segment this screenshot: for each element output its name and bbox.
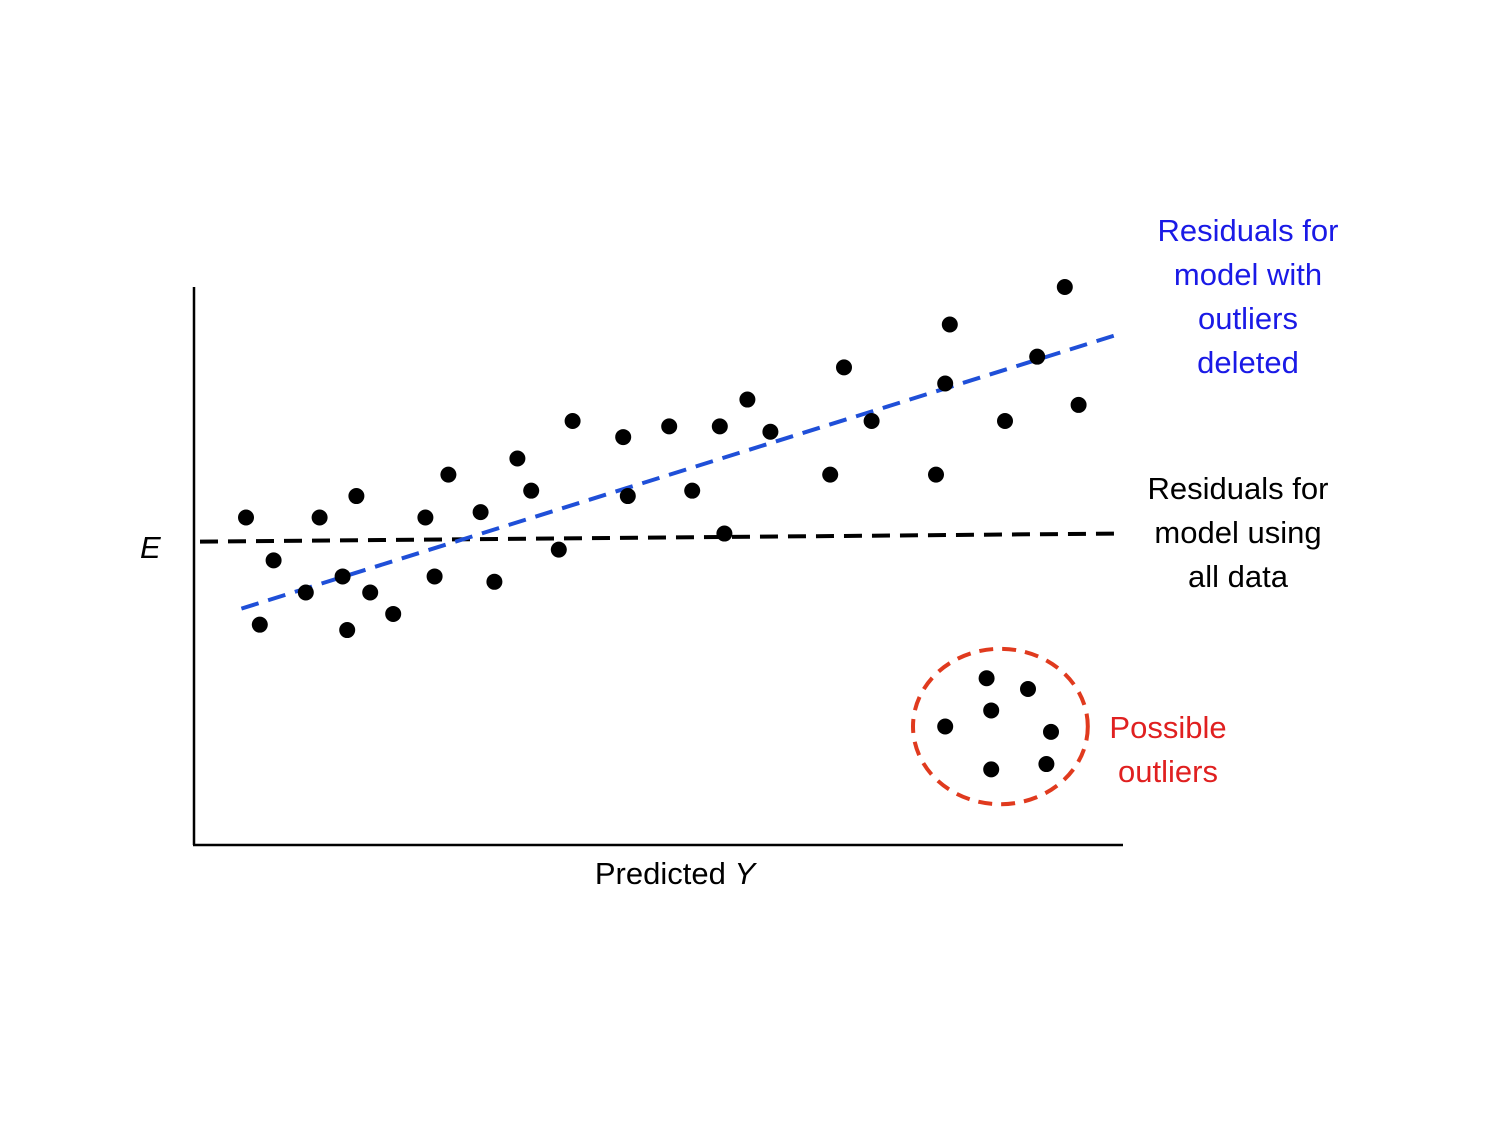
data-point (312, 509, 328, 525)
data-point (836, 359, 852, 375)
data-point (385, 606, 401, 622)
data-point (1057, 279, 1073, 295)
annotation-line: model with (1133, 253, 1363, 297)
outlier-point (1043, 724, 1059, 740)
data-point (942, 317, 958, 333)
data-point (509, 451, 525, 467)
data-point (762, 424, 778, 440)
annotation-line: model using (1118, 511, 1358, 555)
data-point (997, 413, 1013, 429)
annotation-line: Residuals for (1133, 209, 1363, 253)
data-point (339, 622, 355, 638)
y-axis-label: E (140, 530, 180, 566)
data-point (298, 585, 314, 601)
data-point (684, 483, 700, 499)
data-point (712, 418, 728, 434)
annotation-possible-outliers: Possible outliers (1088, 706, 1248, 794)
data-point (565, 413, 581, 429)
annotation-line: Possible (1088, 706, 1248, 750)
outlier-point (983, 702, 999, 718)
outlier-point (937, 719, 953, 735)
data-point (937, 375, 953, 391)
data-point (266, 552, 282, 568)
data-point (1029, 349, 1045, 365)
x-axis-label: Predicted Y (540, 856, 810, 892)
all-data-residual-line (200, 534, 1115, 542)
outlier-point (1020, 681, 1036, 697)
annotation-line: outliers (1133, 297, 1363, 341)
data-point (427, 568, 443, 584)
data-point (362, 585, 378, 601)
data-point (551, 542, 567, 558)
data-point (1071, 397, 1087, 413)
data-point (252, 617, 268, 633)
x-axis-label-text: Predicted (595, 856, 726, 891)
data-point (473, 504, 489, 520)
annotation-line: Residuals for (1118, 467, 1358, 511)
data-point (348, 488, 364, 504)
x-axis-label-variable: Y (734, 856, 755, 891)
annotation-line: all data (1118, 555, 1358, 599)
data-point (523, 483, 539, 499)
annotation-line: deleted (1133, 341, 1363, 385)
annotation-outliers-deleted: Residuals for model with outliers delete… (1133, 209, 1363, 385)
annotation-all-data: Residuals for model using all data (1118, 467, 1358, 599)
data-point (928, 467, 944, 483)
data-point (238, 509, 254, 525)
data-point (864, 413, 880, 429)
data-point (440, 467, 456, 483)
outlier-point (1038, 756, 1054, 772)
annotation-line: outliers (1088, 750, 1248, 794)
outlier-point (983, 761, 999, 777)
outliers-deleted-residual-line (241, 335, 1115, 608)
data-point (716, 526, 732, 542)
data-point (661, 418, 677, 434)
data-point (615, 429, 631, 445)
data-point (335, 568, 351, 584)
outlier-point (979, 670, 995, 686)
data-point (417, 509, 433, 525)
data-point (822, 467, 838, 483)
data-point (486, 574, 502, 590)
data-point (739, 392, 755, 408)
data-point (620, 488, 636, 504)
